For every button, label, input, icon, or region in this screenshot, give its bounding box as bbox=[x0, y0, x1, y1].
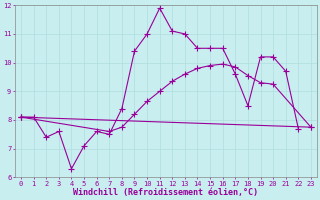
X-axis label: Windchill (Refroidissement éolien,°C): Windchill (Refroidissement éolien,°C) bbox=[74, 188, 259, 197]
